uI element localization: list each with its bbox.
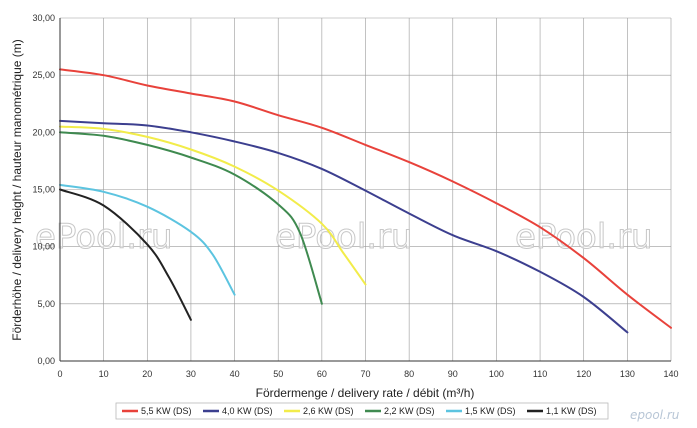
- y-tick-label: 0,00: [37, 356, 55, 366]
- site-logo: epool.ru: [630, 408, 680, 422]
- legend: 5,5 KW (DS) 4,0 KW (DS) 2,6 KW (DS) 2,2 KW …: [115, 402, 609, 420]
- watermarks: ePool.ru ePool.ru ePool.ru: [35, 217, 654, 258]
- x-tick-label: 30: [186, 369, 196, 379]
- x-axis-title: Fördermenge / delivery rate / débit (m³/…: [256, 386, 475, 400]
- y-tick-label: 5,00: [37, 299, 55, 309]
- series-line-6: [59, 188, 192, 321]
- x-tick-label: 0: [57, 369, 62, 379]
- legend-label: 5,5 KW (DS): [141, 406, 192, 416]
- x-tick-label: 10: [99, 369, 109, 379]
- series-line-2: [59, 119, 629, 334]
- y-tick-label: 20,00: [32, 127, 55, 137]
- legend-label: 1,5 KW (DS): [465, 406, 516, 416]
- legend-label: 2,6 KW (DS): [303, 406, 354, 416]
- watermark-2: ePool.ru: [275, 217, 413, 257]
- x-tick-label: 110: [533, 369, 547, 379]
- legend-label: 2,2 KW (DS): [384, 406, 435, 416]
- series-lines: [59, 68, 672, 334]
- x-tick-label: 100: [489, 369, 504, 379]
- series-line-1: [59, 68, 672, 329]
- y-tick-label: 30,00: [32, 13, 55, 23]
- series-line-3: [59, 125, 367, 286]
- x-tick-label: 50: [273, 369, 283, 379]
- y-tick-label: 10,00: [32, 242, 55, 252]
- y-tick-label: 15,00: [32, 185, 55, 195]
- legend-label: 4,0 KW (DS): [222, 406, 273, 416]
- x-tick-label: 40: [230, 369, 240, 379]
- x-tick-label: 80: [404, 369, 414, 379]
- y-axis-title: Förderhöhe / delivery height / hauteur m…: [10, 39, 24, 340]
- legend-label: 1,1 KW (DS): [546, 406, 597, 416]
- series-line-5: [59, 183, 236, 296]
- y-tick-label: 25,00: [32, 70, 55, 80]
- legend-box: [115, 402, 609, 420]
- x-tick-label: 120: [576, 369, 591, 379]
- x-tick-label: 20: [142, 369, 152, 379]
- watermark-1: ePool.ru: [35, 217, 173, 257]
- x-tick-label: 70: [360, 369, 370, 379]
- axes: 0 10 20 30 40 50 60 70 80 90 100 110 120 130 140 0,00 5,…: [32, 13, 678, 379]
- x-tick-label: 130: [620, 369, 635, 379]
- series-line-4: [59, 131, 323, 305]
- watermark-3: ePool.ru: [515, 217, 653, 257]
- x-tick-label: 90: [448, 369, 458, 379]
- x-tick-label: 140: [663, 369, 678, 379]
- x-tick-label: 60: [317, 369, 327, 379]
